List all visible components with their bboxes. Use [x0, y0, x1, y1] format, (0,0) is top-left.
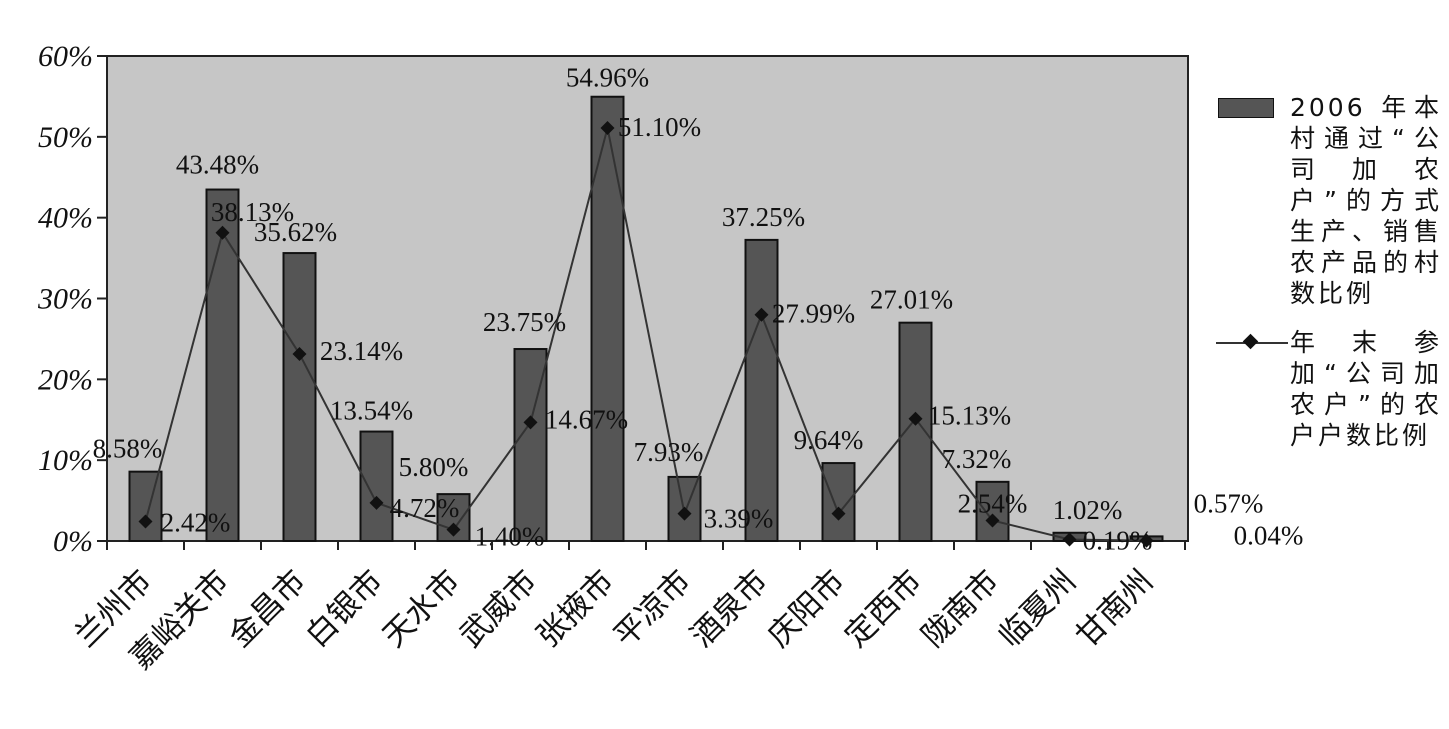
line-point-marker — [831, 506, 846, 521]
bar — [975, 480, 1010, 542]
x-tick-label: 张掖市 — [530, 563, 621, 654]
line-data-label: 3.39% — [704, 504, 774, 534]
y-tick-label: 20% — [38, 363, 93, 396]
line-path — [144, 127, 1147, 542]
line-data-label: 51.10% — [618, 112, 701, 142]
line-point-marker — [523, 415, 538, 430]
line-data-label: 2.42% — [161, 507, 231, 537]
line-point-marker — [600, 120, 615, 135]
bar-data-label: 5.80% — [399, 452, 469, 482]
bar-data-label: 35.62% — [254, 217, 337, 247]
line-point-marker — [908, 411, 923, 426]
y-tick-label: 10% — [38, 444, 93, 477]
bar-data-label: 8.58% — [93, 434, 163, 464]
y-tick-label: 30% — [37, 283, 93, 316]
x-tick-label: 天水市 — [376, 563, 467, 654]
bar — [282, 252, 317, 543]
line-data-label: 14.67% — [545, 404, 628, 434]
x-tick-label: 甘南州 — [1069, 563, 1160, 654]
line-data-label: 27.99% — [772, 299, 855, 329]
y-tick-label: 50% — [38, 121, 93, 154]
line-point-marker — [754, 307, 769, 322]
line-point-marker — [369, 495, 384, 510]
line-point-marker — [215, 225, 230, 240]
bar-data-label: 43.48% — [176, 150, 259, 180]
line-point-marker — [1139, 533, 1154, 548]
line-point-marker — [677, 506, 692, 521]
y-tick-label: 0% — [53, 525, 93, 558]
bar-data-label: 7.32% — [942, 444, 1012, 474]
line-point-marker — [446, 522, 461, 537]
bar-data-label: 13.54% — [330, 396, 413, 426]
x-tick-label: 陇南市 — [915, 563, 1006, 654]
x-tick-label: 临夏州 — [992, 563, 1083, 654]
line-data-label: 23.14% — [320, 336, 403, 366]
x-tick-label: 酒泉市 — [684, 563, 775, 654]
bar-data-label: 23.75% — [483, 307, 566, 337]
line-point-marker — [292, 346, 307, 361]
bar — [359, 430, 394, 542]
line-point-marker — [985, 513, 1000, 528]
x-tick-label: 白银市 — [299, 563, 390, 654]
bar-data-label: 0.57% — [1194, 488, 1264, 518]
line-data-label: 2.54% — [958, 488, 1028, 518]
x-tick-label: 庆阳市 — [761, 563, 852, 654]
bar — [590, 95, 625, 543]
line-point-marker — [1062, 532, 1077, 547]
legend-item-bar: 2006 年本村通过“公司加农户”的方式生产、销售农产品的村数比例 — [1212, 92, 1442, 309]
bar — [205, 188, 240, 543]
y-tick-label: 40% — [38, 202, 93, 235]
line-series — [138, 120, 1154, 548]
bar-data-label: 1.02% — [1053, 495, 1123, 525]
bar-data-label: 37.25% — [722, 202, 805, 232]
line-data-label: 0.04% — [1234, 521, 1304, 551]
bar — [821, 462, 856, 542]
data-labels: 8.58% 43.48% 35.62% 13.54% 5.80% 23.75% 54.96%… — [93, 63, 1304, 556]
line-data-label: 15.13% — [928, 401, 1011, 431]
line-data-label: 38.13% — [211, 197, 294, 227]
legend-line-label: 年末参加“公司加农户”的农户户数比例 — [1290, 328, 1442, 450]
bar-data-label: 27.01% — [870, 285, 953, 315]
x-tick-label: 平凉市 — [607, 563, 698, 654]
x-tick-label: 武威市 — [453, 563, 544, 654]
line-data-label: 1.40% — [475, 522, 545, 552]
line-data-label: 0.19% — [1083, 525, 1153, 555]
legend-bar-label: 2006 年本村通过“公司加农户”的方式生产、销售农产品的村数比例 — [1290, 93, 1442, 308]
bar — [744, 238, 779, 542]
legend-item-line: 年末参加“公司加农户”的农户户数比例 — [1212, 327, 1442, 451]
legend-bar-swatch — [1218, 98, 1274, 118]
y-tick-label: 60% — [38, 40, 93, 73]
x-tick-label: 金昌市 — [222, 563, 313, 654]
line-data-label: 4.72% — [390, 493, 460, 523]
legend-diamond-marker-icon — [1242, 333, 1259, 350]
bar-data-label: 54.96% — [566, 63, 649, 93]
legend: 2006 年本村通过“公司加农户”的方式生产、销售农产品的村数比例 年末参加“公… — [1212, 92, 1442, 451]
x-tick-label: 定西市 — [838, 563, 929, 654]
bar-data-label: 7.93% — [634, 437, 704, 467]
bar-data-label: 9.64% — [794, 425, 864, 455]
line-point-marker — [138, 514, 153, 529]
